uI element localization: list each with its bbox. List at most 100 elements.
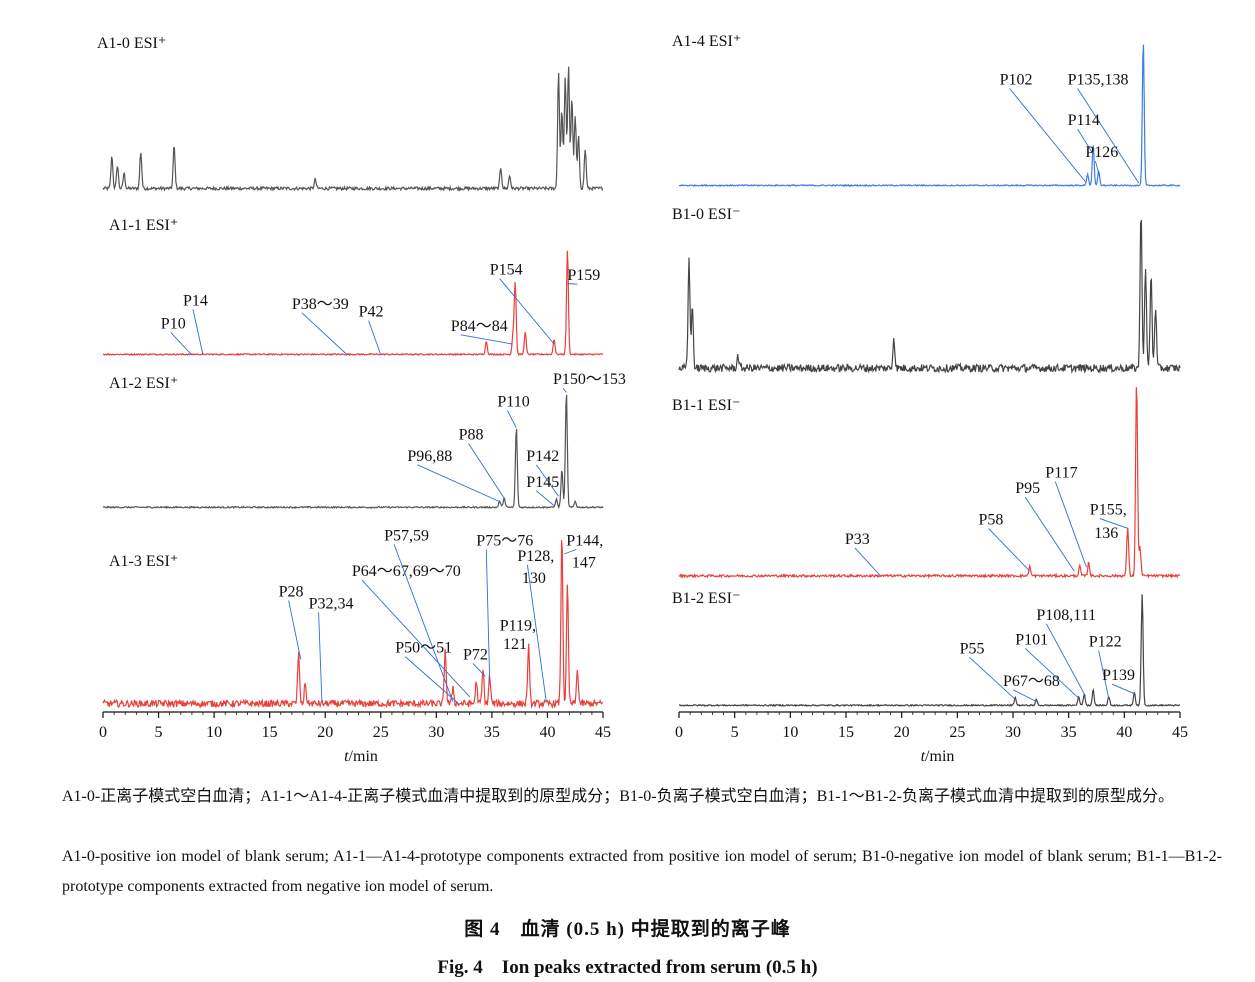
peak-leader-line <box>170 332 193 356</box>
trace-title: B1-0 ESI⁻ <box>672 206 740 223</box>
peak-label: P96,88 <box>407 448 452 465</box>
peak-leader-line <box>1024 648 1080 699</box>
peak-label: P155, <box>1090 502 1127 519</box>
peak-leader-line <box>526 564 547 702</box>
peak-label: P145 <box>526 474 559 491</box>
x-tick-label: 25 <box>949 724 965 741</box>
trace-left-2: A1-2 ESI⁺ P96,88 P88 P110 P142 P145 P150～153 <box>103 371 626 510</box>
peak-leader-line <box>1077 128 1094 155</box>
peak-label: P102 <box>1000 72 1033 89</box>
peak-label: P114 <box>1068 112 1100 129</box>
peak-leader-line <box>472 663 486 677</box>
peak-leader-line <box>988 528 1031 572</box>
figure-note-english: A1-0-positive ion model of blank serum; … <box>62 848 1222 895</box>
peak-label: 130 <box>522 570 546 587</box>
trace-line <box>678 387 1181 579</box>
x-tick-label: 20 <box>894 724 910 741</box>
peak-leader-line <box>506 410 517 429</box>
peak-leader-line <box>1009 88 1086 182</box>
peak-leader-line <box>1024 496 1075 572</box>
peak-leader-line <box>361 579 471 698</box>
peak-label: P32,34 <box>309 595 354 612</box>
trace-right-0: A1-4 ESI⁺ P102 P135,138 P114 P126 <box>672 33 1181 188</box>
peak-leader-line <box>417 464 501 503</box>
trace-line <box>103 250 604 357</box>
peak-leader-line <box>1111 683 1135 695</box>
peak-label: P42 <box>359 304 384 321</box>
peak-leader-line <box>1099 518 1128 529</box>
x-tick-label: 45 <box>1172 724 1188 741</box>
peak-leader-line <box>562 387 567 393</box>
x-tick-label: 20 <box>317 724 333 741</box>
x-tick-label: 45 <box>595 724 611 741</box>
peak-label: P135,138 <box>1068 72 1129 89</box>
peak-label: P33 <box>845 531 870 548</box>
trace-right-3: B1-2 ESI⁻ P55 P67～68 P101 P108,111 P122 P139 <box>672 590 1180 708</box>
peak-label: P14 <box>183 293 208 310</box>
figure-title-chinese: 图 4 血清 (0.5 h) 中提取到的离子峰 <box>464 919 791 940</box>
x-tick-label: 0 <box>99 724 107 741</box>
left-panel: A1-0 ESI⁺ A1-1 ESI⁺ P10 P14 P38～39 P42 P84～84 P… <box>97 35 626 765</box>
x-tick-label: 25 <box>373 724 389 741</box>
peak-leader-line <box>969 657 1016 700</box>
x-tick-label: 10 <box>206 724 222 741</box>
peak-leader-line <box>1077 88 1140 184</box>
trace-title: A1-3 ESI⁺ <box>109 553 178 570</box>
right-panel: A1-4 ESI⁺ P102 P135,138 P114 P126 B1-0 ESI⁻ B1… <box>672 33 1188 765</box>
chromatogram-figure: A1-0 ESI⁺ A1-1 ESI⁺ P10 P14 P38～39 P42 P84～84 P… <box>97 33 1188 765</box>
x-tick-label: 15 <box>838 724 854 741</box>
peak-leader-line <box>535 464 559 497</box>
peak-label: P159 <box>567 267 600 284</box>
peak-leader-line <box>404 656 459 704</box>
peak-leader-line <box>499 278 555 345</box>
peak-label: P55 <box>960 640 985 657</box>
peak-leader-line <box>1054 481 1087 568</box>
peak-leader-line <box>563 549 577 555</box>
trace-title: A1-2 ESI⁺ <box>109 375 178 392</box>
peak-leader-line <box>318 612 323 702</box>
trace-title: A1-0 ESI⁺ <box>97 35 166 52</box>
peak-label: P101 <box>1015 631 1048 648</box>
peak-label: P122 <box>1089 634 1122 651</box>
trace-line <box>678 594 1180 708</box>
trace-title: B1-2 ESI⁻ <box>672 590 740 607</box>
x-tick-label: 40 <box>539 724 555 741</box>
peak-label: P117 <box>1045 465 1077 482</box>
peak-label: P64～67,69～70 <box>352 563 461 580</box>
trace-line <box>102 540 604 709</box>
trace-left-1: A1-1 ESI⁺ P10 P14 P38～39 P42 P84～84 P154 P159 <box>103 217 604 357</box>
trace-title: A1-1 ESI⁺ <box>109 217 178 234</box>
peak-label: 136 <box>1094 525 1118 542</box>
trace-right-1: B1-0 ESI⁻ <box>672 206 1181 374</box>
peak-label: P126 <box>1085 144 1118 161</box>
x-tick-label: 30 <box>428 724 444 741</box>
peak-label: 147 <box>572 555 596 572</box>
peak-label: P38～39 <box>292 296 349 313</box>
peak-label: P84～84 <box>451 318 508 335</box>
trace-left-3: A1-3 ESI⁺ P28 P32,34 P64～67,69～70 P57,59 P50～… <box>102 527 604 709</box>
peak-label: P142 <box>526 448 559 465</box>
trace-title: B1-1 ESI⁻ <box>672 397 740 414</box>
trace-title: A1-4 ESI⁺ <box>672 33 741 50</box>
peak-label: P110 <box>497 394 529 411</box>
figure-note-chinese: A1-0-正离子模式空白血清；A1-1～A1-4-正离子模式血清中提取到的原型成… <box>62 788 1174 805</box>
x-tick-label: 5 <box>155 724 163 741</box>
x-tick-label: 10 <box>782 724 798 741</box>
x-axis-right: 0 5 10 15 20 25 30 35 40 45 t/min <box>675 711 1188 765</box>
peak-leader-line <box>1094 160 1101 178</box>
x-tick-label: 5 <box>731 724 739 741</box>
peak-label: P57,59 <box>384 527 429 544</box>
peak-leader-line <box>393 544 454 703</box>
x-tick-label: 15 <box>262 724 278 741</box>
trace-line <box>102 66 603 192</box>
peak-label: P128, <box>517 548 554 565</box>
peak-leader-line <box>1098 650 1110 699</box>
peak-leader-line <box>288 600 302 660</box>
x-axis-title: t/min <box>921 748 955 765</box>
peak-label: P50～51 <box>395 640 452 657</box>
peak-label: P88 <box>459 427 484 444</box>
x-tick-label: 30 <box>1005 724 1021 741</box>
x-tick-label: 0 <box>675 724 683 741</box>
trace-line <box>678 44 1181 188</box>
peak-label: 121 <box>503 636 527 653</box>
